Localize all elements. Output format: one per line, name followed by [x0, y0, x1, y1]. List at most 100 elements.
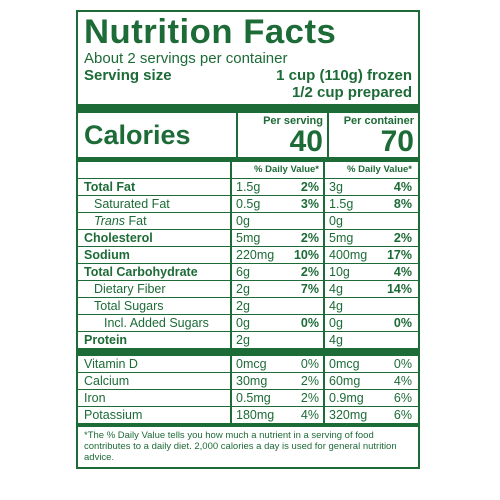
calories-per-container: 70	[380, 125, 414, 158]
daily-value-container: 0%	[393, 357, 412, 371]
nutrient-name: Cholesterol	[84, 231, 153, 245]
daily-value-serving: 0%	[300, 316, 319, 330]
nutrient-row: Total Sugars 2g 4g	[78, 297, 418, 314]
nutrient-name: Protein	[84, 333, 128, 347]
daily-value-serving: 10%	[293, 248, 319, 262]
label-title: Nutrition Facts	[84, 13, 337, 51]
amount-serving: 5mg	[236, 231, 261, 245]
daily-value-serving: 0%	[300, 357, 319, 371]
daily-value-container: 4%	[393, 180, 412, 194]
nutrient-name: Vitamin D	[84, 357, 138, 371]
amount-cell-container: 0g 0%	[323, 315, 416, 331]
amount-cell-serving: 0g	[230, 213, 323, 229]
nutrient-row: Trans Fat 0g 0g	[78, 212, 418, 229]
daily-value-container: 14%	[386, 282, 412, 296]
per-container-header: Per container	[343, 115, 414, 127]
thick-divider	[78, 104, 418, 113]
calories-section: Calories Per serving 40 Per container 70	[78, 113, 418, 162]
amount-serving: 220mg	[236, 248, 275, 262]
per-container-column: Per container 70	[327, 113, 418, 157]
nutrient-name: Total Sugars	[94, 299, 164, 313]
nutrient-name: Sodium	[84, 248, 130, 262]
amount-cell-container: 0.9mg 6%	[323, 390, 416, 406]
amount-container: 0g	[329, 214, 343, 228]
nutrient-row: Iron 0.5mg 2% 0.9mg 6%	[78, 389, 418, 406]
amount-container: 0g	[329, 316, 343, 330]
amount-cell-container: 320mg 6%	[323, 407, 416, 423]
amount-container: 4g	[329, 299, 343, 313]
nutrient-name: Incl. Added Sugars	[104, 316, 209, 330]
amount-cell-container: 4g 14%	[323, 281, 416, 297]
amount-serving: 30mg	[236, 374, 268, 388]
amount-cell-container: 4g	[323, 332, 416, 348]
nutrient-row: Calcium 30mg 2% 60mg 4%	[78, 372, 418, 389]
daily-value-serving: 2%	[300, 231, 319, 245]
nutrient-row: Protein 2g 4g	[78, 331, 418, 355]
amount-cell-container: 0mcg 0%	[323, 356, 416, 372]
dv-header-container: % Daily Value*	[347, 164, 412, 175]
amount-cell-container: 3g 4%	[323, 179, 416, 195]
daily-value-header-row: % Daily Value* % Daily Value*	[78, 162, 418, 178]
daily-value-container: 0%	[393, 316, 412, 330]
nutrient-name: Trans Fat	[78, 213, 230, 229]
nutrient-row: Potassium 180mg 4% 320mg 6%	[78, 406, 418, 423]
serving-size-row-2: 1/2 cup prepared	[84, 84, 412, 101]
amount-cell-serving: 30mg 2%	[230, 373, 323, 389]
nutrient-name: Calcium	[84, 374, 130, 388]
amount-container: 4g	[329, 282, 343, 296]
daily-value-serving: 2%	[300, 391, 319, 405]
amount-cell-container: 400mg 17%	[323, 247, 416, 263]
amount-cell-container: 1.5g 8%	[323, 196, 416, 212]
amount-serving: 2g	[236, 299, 250, 313]
amount-cell-serving: 0mcg 0%	[230, 356, 323, 372]
dv-header-serving: % Daily Value*	[254, 164, 319, 175]
amount-cell-serving: 0.5mg 2%	[230, 390, 323, 406]
daily-value-serving: 4%	[300, 408, 319, 422]
amount-cell-container: 60mg 4%	[323, 373, 416, 389]
per-serving-header: Per serving	[263, 115, 323, 127]
daily-value-serving: 2%	[300, 265, 319, 279]
amount-serving: 0.5g	[236, 197, 261, 211]
amount-serving: 2g	[236, 282, 250, 296]
per-serving-column: Per serving 40	[236, 113, 327, 157]
amount-serving: 1.5g	[236, 180, 261, 194]
amount-cell-serving: 220mg 10%	[230, 247, 323, 263]
amount-container: 400mg	[329, 248, 368, 262]
daily-value-container: 8%	[393, 197, 412, 211]
daily-value-container: 6%	[393, 408, 412, 422]
daily-value-container: 4%	[393, 265, 412, 279]
nutrient-name-italic: Trans	[94, 214, 126, 228]
amount-serving: 0mcg	[236, 357, 267, 371]
amount-container: 4g	[329, 333, 343, 347]
daily-value-serving: 2%	[300, 374, 319, 388]
amount-serving: 6g	[236, 265, 250, 279]
amount-container: 60mg	[329, 374, 361, 388]
amount-container: 3g	[329, 180, 343, 194]
amount-cell-container: 0g	[323, 213, 416, 229]
daily-value-container: 17%	[386, 248, 412, 262]
amount-serving: 0.5mg	[236, 391, 271, 405]
footnote: *The % Daily Value tells you how much a …	[78, 423, 418, 463]
amount-cell-container: 10g 4%	[323, 264, 416, 280]
nutrient-name: Dietary Fiber	[94, 282, 166, 296]
amount-serving: 2g	[236, 333, 250, 347]
amount-serving: 0g	[236, 214, 250, 228]
amount-cell-serving: 0g 0%	[230, 315, 323, 331]
amount-cell-serving: 5mg 2%	[230, 230, 323, 246]
amount-serving: 0g	[236, 316, 250, 330]
servings-per-container: About 2 servings per container	[84, 50, 288, 67]
nutrient-row: Saturated Fat 0.5g 3% 1.5g 8%	[78, 195, 418, 212]
amount-cell-serving: 180mg 4%	[230, 407, 323, 423]
nutrient-row: Cholesterol 5mg 2% 5mg 2%	[78, 229, 418, 246]
amount-cell-serving: 6g 2%	[230, 264, 323, 280]
nutrient-row: Incl. Added Sugars 0g 0% 0g 0%	[78, 314, 418, 331]
amount-serving: 180mg	[236, 408, 275, 422]
serving-size-label: Serving size	[84, 67, 172, 84]
serving-size-row: Serving size 1 cup (110g) frozen	[84, 67, 412, 84]
nutrient-row: Total Fat 1.5g 2% 3g 4%	[78, 178, 418, 195]
nutrient-name: Total Carbohydrate	[84, 265, 198, 279]
nutrient-name: Iron	[84, 391, 106, 405]
amount-container: 0.9mg	[329, 391, 364, 405]
amount-cell-serving: 2g	[230, 298, 323, 314]
amount-container: 1.5g	[329, 197, 354, 211]
